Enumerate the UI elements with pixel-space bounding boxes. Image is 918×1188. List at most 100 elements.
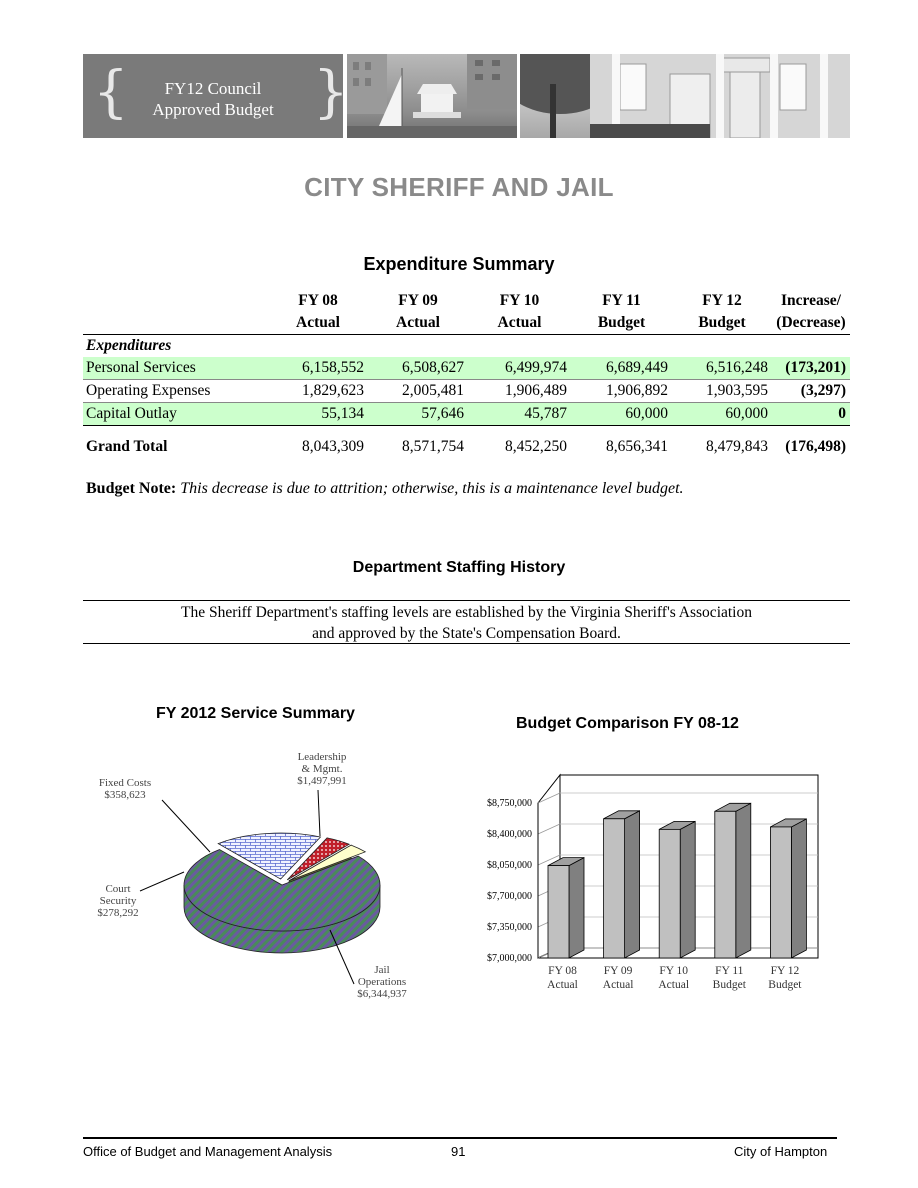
- banner-title: FY12 Council Approved Budget: [123, 78, 303, 120]
- header-banner: { FY12 Council Approved Budget }: [83, 54, 850, 138]
- x-tick-label: FY 11: [715, 965, 743, 977]
- pie-slice-label: Leadership: [298, 751, 347, 763]
- service-summary-pie-chart: Leadership& Mgmt.$1,497,991 Fixed Costs$3…: [97, 751, 407, 1000]
- table-cell: 60,000: [571, 402, 672, 426]
- bar-side: [735, 802, 752, 959]
- table-cell: 1,903,595: [706, 382, 768, 399]
- table-header-row: FY 08 Actual FY 09 Actual FY 10 Actual FY 1…: [83, 290, 850, 335]
- x-tick-label: Actual: [658, 979, 689, 991]
- staffing-heading: Department Staffing History: [352, 559, 566, 576]
- table-cell: 1,829,623: [302, 382, 364, 399]
- gridline-diag: [537, 823, 561, 835]
- row-label: Capital Outlay: [83, 402, 268, 426]
- x-tick-label: FY 08: [548, 965, 577, 977]
- footer-page-number: 91: [451, 1144, 466, 1159]
- pie-slice-label: $6,344,937: [357, 988, 407, 1000]
- bar-side: [679, 820, 696, 959]
- y-tick-label: $8,050,000: [487, 860, 532, 871]
- table-cell: (3,297): [800, 382, 846, 399]
- x-tick-label: Actual: [603, 979, 634, 991]
- pie-chart-title: FY 2012 Service Summary: [156, 705, 355, 722]
- budget-note-label: Budget Note:: [86, 480, 177, 497]
- grand-total-row: Grand Total 8,043,309 8,571,754 8,452,25…: [83, 426, 850, 459]
- right-brace-icon: }: [313, 60, 349, 125]
- expenditure-table: FY 08 Actual FY 09 Actual FY 10 Actual FY 1…: [83, 290, 850, 458]
- budget-comparison-bar-chart: $7,000,000 $7,350,000 $7,700,000 $8,050,000…: [487, 773, 819, 991]
- row-label: Personal Services: [83, 357, 268, 380]
- table-cell: 6,499,974: [468, 357, 571, 380]
- bar: [714, 810, 737, 959]
- bar-side: [624, 810, 640, 959]
- table-cell: 8,479,843: [706, 438, 768, 455]
- staffing-line-1: The Sheriff Department's staffing levels…: [180, 604, 752, 621]
- table-cell: 1,906,489: [505, 382, 567, 399]
- pie-slice-label: Security: [100, 895, 137, 907]
- bar: [547, 865, 570, 959]
- pie-leader-line: [139, 871, 185, 892]
- x-tick-label: FY 12: [771, 965, 800, 977]
- pie-slice-label: $1,497,991: [297, 775, 347, 787]
- column-header: FY 11 Budget: [571, 290, 672, 335]
- x-tick-label: Actual: [547, 979, 578, 991]
- column-header: FY 10 Actual: [468, 290, 571, 335]
- pie-leader-line: [161, 799, 211, 853]
- table-cell: 57,646: [368, 402, 468, 426]
- banner-line-2: Approved Budget: [152, 100, 274, 119]
- table-row: Operating Expenses 1,829,623 2,005,481 1…: [83, 379, 850, 403]
- footer-left: Office of Budget and Management Analysis: [83, 1144, 333, 1159]
- table-cell: 8,043,309: [302, 438, 364, 455]
- pie-slice-fixed-costs: [286, 837, 351, 881]
- table-cell: 2,005,481: [402, 382, 464, 399]
- table-cell: 6,516,248: [672, 357, 772, 380]
- pie-slice-label: & Mgmt.: [302, 763, 343, 775]
- table-row: Capital Outlay 55,134 57,646 45,787 60,0…: [83, 402, 850, 426]
- pie-slice-label: Jail: [374, 964, 389, 976]
- bar: [769, 826, 792, 959]
- budget-note-text: This decrease is due to attrition; other…: [180, 480, 684, 497]
- harbor-photo-art: [347, 54, 517, 138]
- row-label: Operating Expenses: [86, 382, 211, 399]
- y-tick-label: $7,350,000: [487, 922, 532, 933]
- pie-slice-label: Fixed Costs: [99, 777, 151, 789]
- bar: [603, 818, 626, 959]
- table-cell: 6,689,449: [571, 357, 672, 380]
- bar-chart-title: Budget Comparison FY 08-12: [516, 715, 739, 732]
- banner-line-1: FY12 Council: [164, 79, 262, 98]
- gridline-diag: [537, 854, 561, 866]
- column-header: FY 12 Budget: [672, 290, 772, 335]
- pie-slice-label: Court: [105, 883, 130, 895]
- table-cell: (176,498): [785, 438, 846, 455]
- y-tick-label: $7,000,000: [487, 953, 532, 964]
- pie-labels: Leadership& Mgmt.$1,497,991 Fixed Costs$3…: [97, 751, 407, 1000]
- table-cell: 6,158,552: [268, 357, 368, 380]
- pie-slice-court-security: [288, 844, 367, 882]
- table-cell: (173,201): [772, 357, 850, 380]
- banner-title-box: { FY12 Council Approved Budget }: [83, 54, 349, 138]
- table-cell: 45,787: [468, 402, 571, 426]
- staffing-line-2: and approved by the State's Compensation…: [312, 625, 621, 642]
- gridline-diag: [537, 792, 561, 804]
- pie-slice-label: Operations: [358, 976, 406, 988]
- courthouse-photo: [520, 54, 850, 138]
- pie-slice-leadership-mgmt: [217, 832, 322, 880]
- table-cell: 8,571,754: [402, 438, 464, 455]
- footer-right: City of Hampton: [734, 1144, 828, 1159]
- pie-group: [183, 832, 381, 954]
- bar-side: [791, 818, 807, 959]
- pie-slice-jail-operations: [183, 849, 381, 932]
- pie-slice-label: $278,292: [97, 907, 138, 919]
- expenditure-summary-heading: Expenditure Summary: [363, 254, 555, 274]
- footer-rule: [83, 1137, 837, 1139]
- page-title: CITY SHERIFF AND JAIL: [304, 172, 614, 202]
- section-label-row: Expenditures: [83, 335, 850, 358]
- x-tick-label: Budget: [713, 979, 747, 991]
- y-tick-label: $8,750,000: [487, 798, 532, 809]
- table-cell: 0: [772, 402, 850, 426]
- bar-side: [568, 856, 585, 959]
- x-tick-label: Budget: [768, 979, 802, 991]
- budget-note: Budget Note: This decrease is due to att…: [86, 480, 684, 498]
- harbor-photo: [347, 54, 517, 138]
- table-cell: 8,656,341: [606, 438, 668, 455]
- table-cell: 1,906,892: [606, 382, 668, 399]
- x-tick-label: FY 09: [604, 965, 633, 977]
